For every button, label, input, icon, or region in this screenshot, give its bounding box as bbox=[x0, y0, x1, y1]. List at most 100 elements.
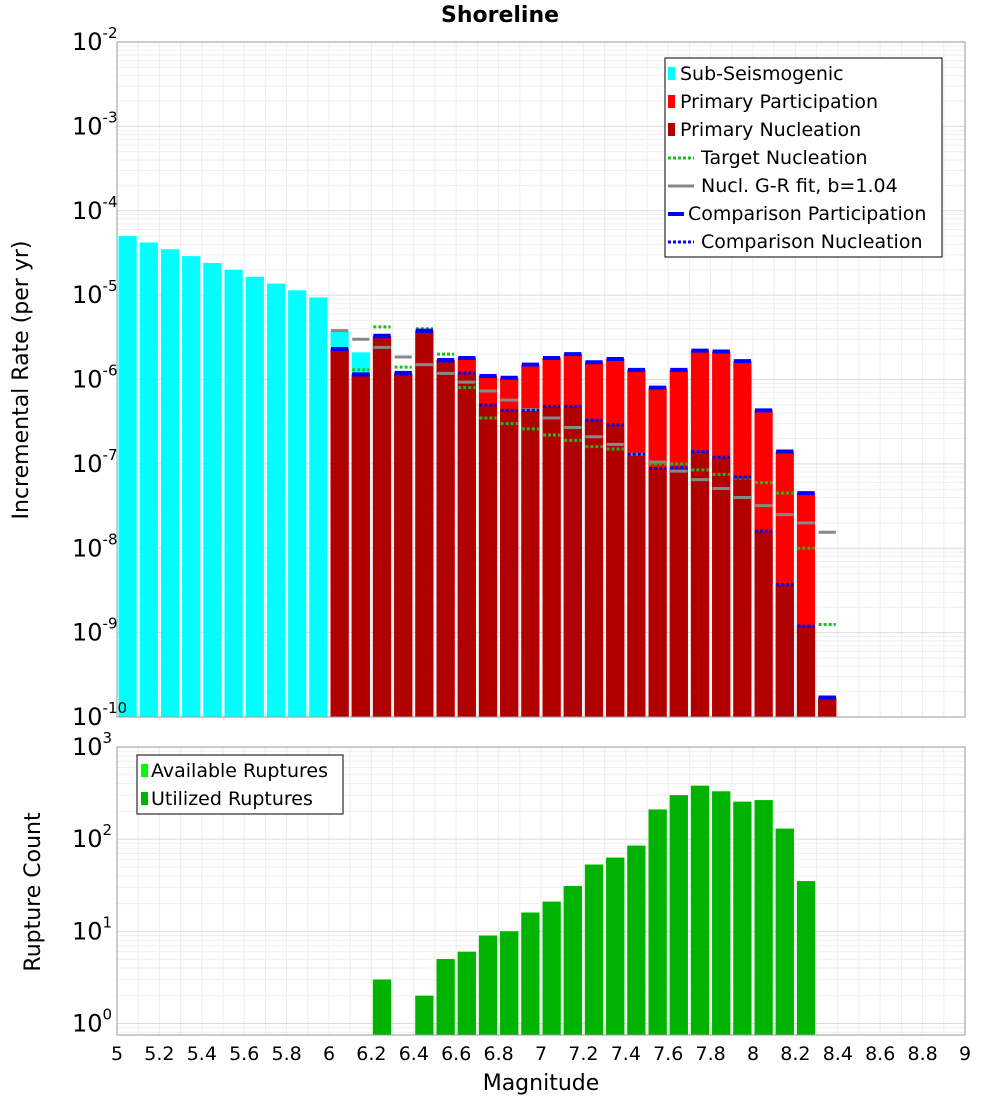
nucleation-bar bbox=[584, 420, 604, 717]
x-tick-label: 7.8 bbox=[695, 1043, 725, 1065]
x-tick-label: 6.8 bbox=[483, 1043, 513, 1065]
legend-label: Utilized Ruptures bbox=[151, 788, 313, 810]
bottom-plot-frame bbox=[116, 746, 966, 1036]
top-y-tick-label: 10-3 bbox=[72, 108, 118, 140]
x-tick-label: 7 bbox=[535, 1043, 547, 1065]
nucleation-bar bbox=[436, 361, 455, 717]
x-tick-label: 5.2 bbox=[144, 1043, 174, 1065]
top-legend: Sub-Seismogenic Primary Participation Prim… bbox=[664, 57, 943, 258]
legend-label: Target Nucleation bbox=[700, 147, 868, 169]
legend-swatch bbox=[668, 95, 675, 108]
top-y-tick-label: 10-8 bbox=[72, 530, 118, 562]
utilized-ruptures-bar bbox=[584, 864, 604, 1035]
sub-seismogenic-bar bbox=[245, 276, 264, 717]
chart-title: Shoreline bbox=[441, 3, 559, 28]
utilized-ruptures-bar bbox=[415, 995, 434, 1035]
legend-swatch bbox=[668, 67, 675, 80]
legend-label: Available Ruptures bbox=[151, 760, 328, 782]
top-plot-frame bbox=[116, 41, 966, 718]
top-panel: 10-10 10-9 10-8 10-7 10-6 10-5 10-4 10-3 10-2 In… bbox=[9, 24, 966, 731]
x-tick-label: 6.6 bbox=[441, 1043, 471, 1065]
bottom-y-tick-label: 103 bbox=[72, 729, 112, 761]
top-y-axis-label: Incremental Rate (per yr) bbox=[9, 241, 34, 520]
top-y-tick-label: 10-2 bbox=[72, 24, 118, 56]
bottom-y-axis-label: Rupture Count bbox=[21, 812, 46, 972]
top-lines bbox=[331, 325, 836, 700]
top-y-tick-label: 10-4 bbox=[72, 193, 118, 225]
x-tick-label: 8.8 bbox=[907, 1043, 937, 1065]
nucleation-bar bbox=[500, 410, 519, 717]
sub-seismogenic-bar bbox=[160, 249, 180, 718]
nucleation-bar bbox=[627, 454, 646, 717]
nucleation-bar bbox=[712, 457, 731, 717]
nucleation-bar bbox=[478, 404, 498, 717]
nucleation-bar bbox=[415, 331, 434, 717]
utilized-ruptures-bar bbox=[712, 791, 731, 1035]
sub-seismogenic-bar bbox=[309, 297, 328, 717]
x-tick-labels: 5 5.2 5.4 5.6 5.8 6 6.2 6.4 6.6 6.8 7 7.2 7.4 7.6 7.8 8… bbox=[111, 1043, 971, 1065]
top-y-tick-label: 10-7 bbox=[72, 446, 118, 478]
top-y-tick-labels: 10-10 10-9 10-8 10-7 10-6 10-5 10-4 10-3 10-2 bbox=[72, 24, 127, 731]
nucleation-bar bbox=[606, 424, 625, 717]
legend-swatch bbox=[141, 764, 148, 777]
legend-label: Nucl. G-R fit, b=1.04 bbox=[701, 175, 898, 197]
nucleation-bar bbox=[372, 336, 392, 717]
sub-seismogenic-bar bbox=[266, 283, 286, 717]
utilized-ruptures-bar bbox=[733, 801, 752, 1035]
x-tick-label: 8.2 bbox=[780, 1043, 810, 1065]
utilized-ruptures-bar bbox=[521, 912, 540, 1035]
utilized-ruptures-bar bbox=[500, 931, 519, 1035]
nucleation-bar bbox=[669, 467, 688, 717]
utilized-ruptures-bar bbox=[796, 881, 816, 1035]
nucleation-bar bbox=[351, 374, 370, 717]
nucleation-bar bbox=[690, 451, 710, 717]
nucleation-bar bbox=[563, 406, 582, 717]
top-y-tick-label: 10-10 bbox=[72, 699, 127, 731]
x-tick-label: 7.2 bbox=[568, 1043, 598, 1065]
x-tick-label: 5 bbox=[111, 1043, 123, 1065]
bottom-y-tick-label: 101 bbox=[72, 913, 112, 945]
x-tick-label: 6 bbox=[323, 1043, 335, 1065]
x-tick-label: 6.4 bbox=[399, 1043, 429, 1065]
x-tick-label: 8.4 bbox=[823, 1043, 853, 1065]
nucleation-bar bbox=[648, 468, 667, 717]
utilized-ruptures-bar bbox=[563, 886, 582, 1035]
nucleation-bar bbox=[330, 348, 349, 717]
bottom-y-tick-labels: 100 101 102 103 bbox=[72, 729, 112, 1037]
utilized-ruptures-bar bbox=[606, 857, 625, 1035]
top-legend-box bbox=[664, 57, 943, 258]
x-tick-label: 5.6 bbox=[229, 1043, 259, 1065]
x-tick-label: 5.4 bbox=[187, 1043, 217, 1065]
nucleation-bar bbox=[394, 374, 413, 717]
bottom-panel: 100 101 102 103 5 5.2 5.4 5.6 5.8 6 6.2 6.4 6.6 6.8 7… bbox=[21, 729, 971, 1096]
nucleation-bar bbox=[775, 584, 794, 717]
utilized-ruptures-bar bbox=[754, 800, 773, 1035]
utilized-ruptures-bar bbox=[775, 828, 794, 1035]
utilized-ruptures-bar bbox=[372, 979, 392, 1035]
utilized-ruptures-bar bbox=[669, 795, 688, 1035]
legend-swatch bbox=[668, 123, 675, 136]
x-tick-label: 9 bbox=[959, 1043, 971, 1065]
utilized-ruptures-bar bbox=[648, 809, 667, 1035]
x-tick-label: 7.4 bbox=[611, 1043, 641, 1065]
legend-label: Primary Nucleation bbox=[680, 119, 861, 141]
utilized-ruptures-bar bbox=[542, 901, 561, 1035]
bottom-legend: Available Ruptures Utilized Ruptures bbox=[136, 754, 344, 815]
sub-seismogenic-bar bbox=[118, 236, 137, 717]
x-tick-label: 7.6 bbox=[653, 1043, 683, 1065]
top-y-tick-label: 10-5 bbox=[72, 277, 118, 309]
legend-label: Primary Participation bbox=[680, 91, 878, 113]
x-tick-label: 6.2 bbox=[356, 1043, 386, 1065]
bottom-legend-box bbox=[136, 754, 344, 815]
sub-seismogenic-bar bbox=[203, 263, 222, 717]
bottom-bars bbox=[372, 785, 816, 1035]
utilized-ruptures-bar bbox=[690, 785, 710, 1035]
sub-seismogenic-bar bbox=[139, 242, 158, 718]
nucleation-bar bbox=[796, 625, 816, 717]
top-y-tick-label: 10-6 bbox=[72, 362, 118, 394]
x-tick-label: 5.8 bbox=[271, 1043, 301, 1065]
utilized-ruptures-bar bbox=[627, 845, 646, 1035]
top-bars bbox=[118, 236, 837, 718]
bottom-y-tick-label: 100 bbox=[72, 1005, 112, 1037]
